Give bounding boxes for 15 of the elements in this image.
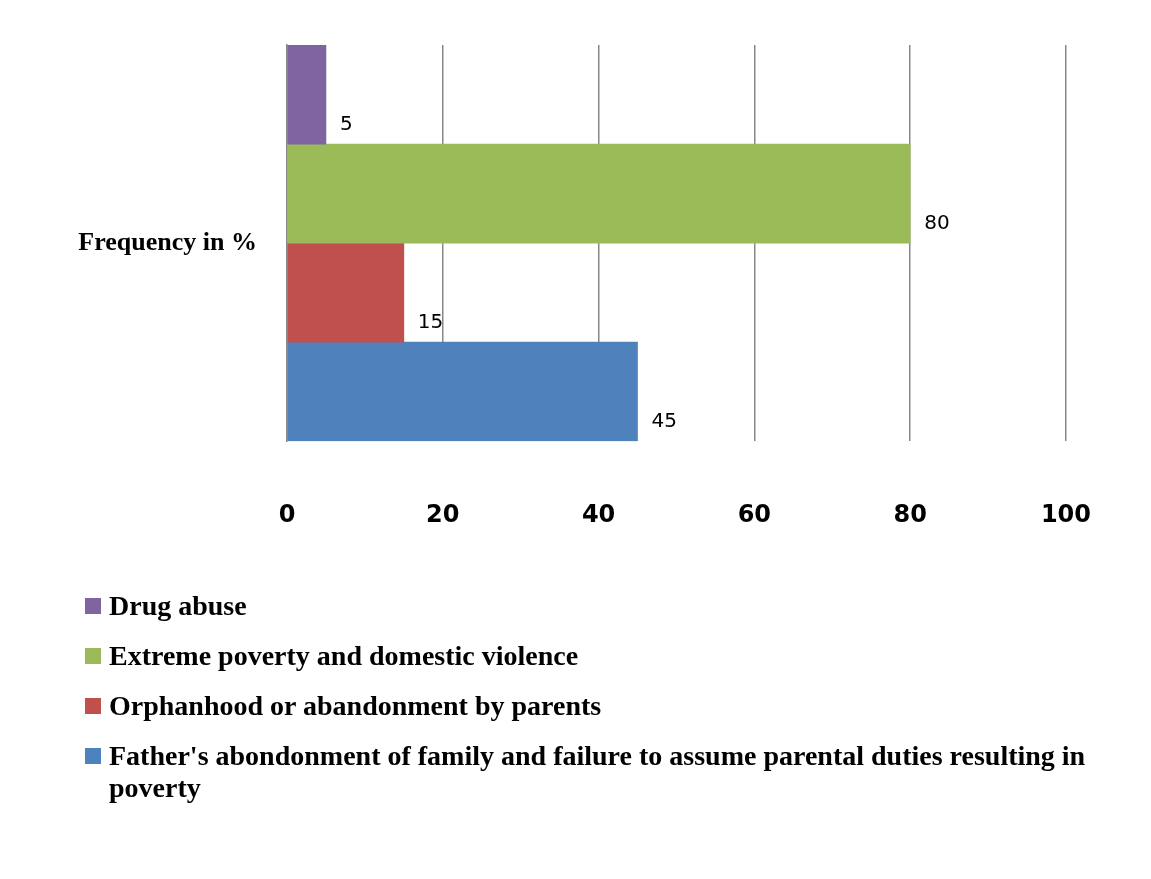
x-tick-label: 0 [278, 499, 296, 528]
y-axis-title: Frequency in % [78, 226, 257, 256]
x-tick-label: 60 [737, 499, 772, 528]
legend-label: Orphanhood or abandonment by parents [109, 690, 602, 722]
x-tick-label: 40 [581, 499, 616, 528]
data-label: 15 [417, 308, 444, 333]
legend-label: Drug abuse [109, 590, 247, 622]
x-tick-label: 100 [1040, 499, 1092, 528]
legend-label: Extreme poverty and domestic violence [109, 640, 579, 672]
data-label: 45 [651, 407, 677, 432]
x-tick-label: 20 [426, 499, 460, 528]
legend-label: Father's abondonment of family and failure to assume parental duties resulting in poverty [109, 740, 1087, 804]
data-label: 80 [924, 209, 950, 234]
data-label: 5 [339, 110, 353, 135]
x-tick-label: 80 [893, 499, 927, 528]
